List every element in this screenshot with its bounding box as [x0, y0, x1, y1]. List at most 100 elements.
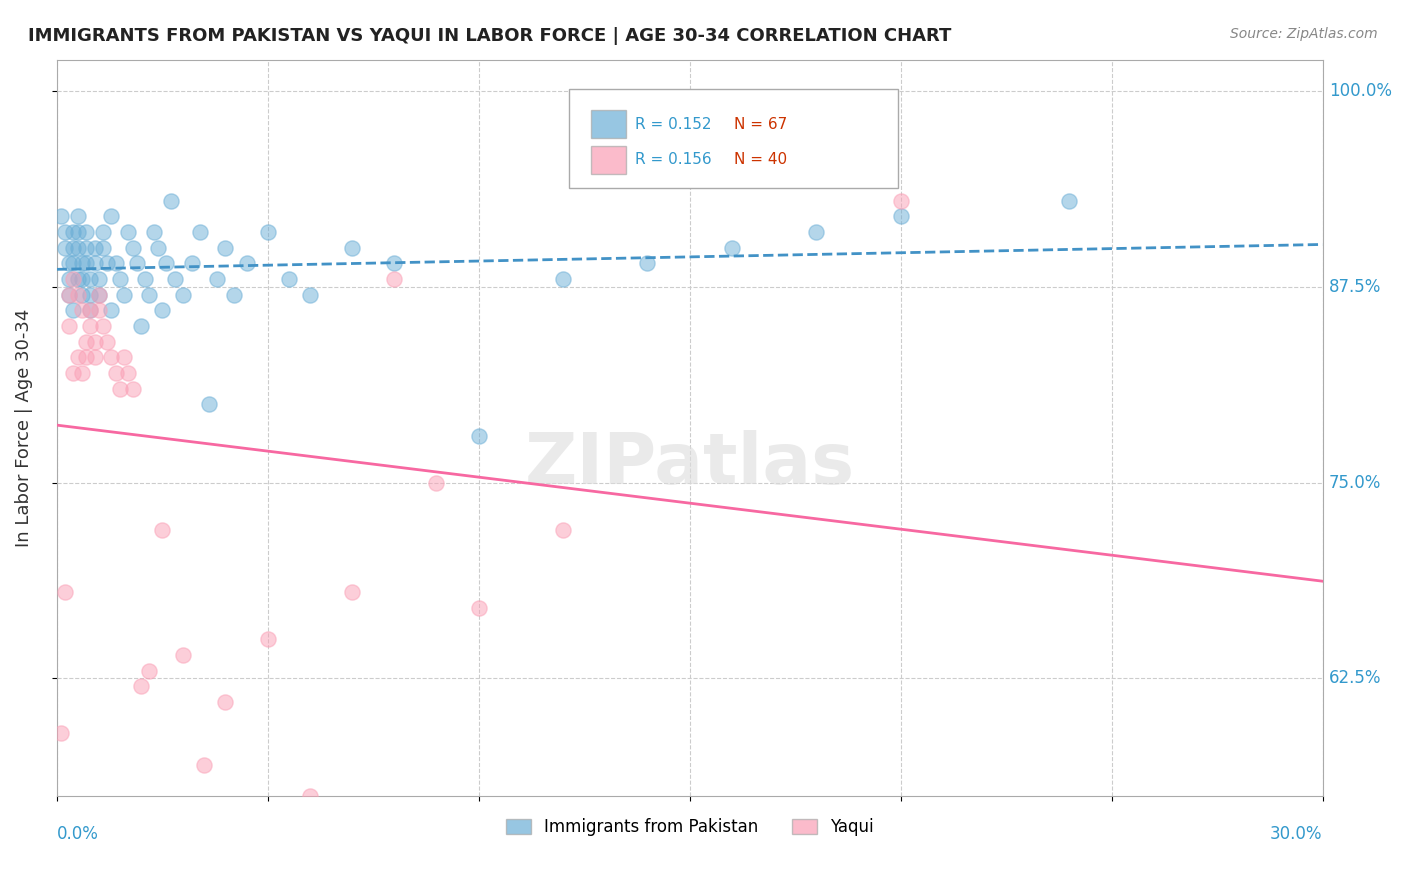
Point — [70, 256, 93, 270]
Text: 0.0%: 0.0% — [56, 825, 98, 843]
Point — [79, 303, 101, 318]
Text: Source: ZipAtlas.com: Source: ZipAtlas.com — [1230, 27, 1378, 41]
Point — [890, 209, 912, 223]
Point — [87, 272, 110, 286]
Point — [66, 225, 89, 239]
Point — [125, 256, 148, 270]
Point — [142, 225, 165, 239]
Point — [66, 209, 89, 223]
Point — [890, 194, 912, 208]
Point — [96, 334, 118, 349]
Point — [108, 382, 131, 396]
Point — [58, 256, 80, 270]
Point — [138, 664, 160, 678]
Point — [163, 272, 186, 286]
Point — [66, 350, 89, 364]
Point — [382, 272, 405, 286]
Point — [100, 350, 122, 364]
Point — [83, 334, 105, 349]
Point — [75, 241, 97, 255]
Point — [467, 428, 489, 442]
Point — [49, 209, 72, 223]
Text: N = 40: N = 40 — [734, 153, 787, 167]
Point — [277, 272, 299, 286]
Text: 30.0%: 30.0% — [1270, 825, 1323, 843]
Point — [58, 287, 80, 301]
Text: ZIPatlas: ZIPatlas — [524, 430, 855, 499]
Point — [70, 303, 93, 318]
Point — [83, 350, 105, 364]
Point — [79, 287, 101, 301]
Point — [340, 241, 363, 255]
Point — [467, 600, 489, 615]
Point — [87, 287, 110, 301]
Point — [91, 225, 114, 239]
Point — [104, 256, 127, 270]
Point — [551, 523, 574, 537]
Point — [425, 475, 447, 490]
Point — [83, 241, 105, 255]
Point — [66, 272, 89, 286]
Point — [70, 287, 93, 301]
Point — [180, 256, 202, 270]
Point — [62, 272, 84, 286]
Point — [87, 303, 110, 318]
Point — [62, 225, 84, 239]
Point — [214, 241, 236, 255]
Point — [79, 272, 101, 286]
Point — [79, 303, 101, 318]
Point — [58, 287, 80, 301]
Point — [159, 194, 181, 208]
Point — [214, 695, 236, 709]
Point — [197, 397, 219, 411]
Point — [551, 272, 574, 286]
Point — [155, 256, 177, 270]
Point — [75, 334, 97, 349]
Point — [129, 318, 152, 333]
Text: 62.5%: 62.5% — [1329, 669, 1381, 688]
Point — [62, 366, 84, 380]
Point — [112, 287, 135, 301]
Point — [129, 679, 152, 693]
Text: 100.0%: 100.0% — [1329, 82, 1392, 100]
Text: 87.5%: 87.5% — [1329, 277, 1381, 296]
Point — [146, 241, 169, 255]
Point — [75, 225, 97, 239]
Text: R = 0.152: R = 0.152 — [636, 117, 711, 132]
Text: N = 67: N = 67 — [734, 117, 787, 132]
FancyBboxPatch shape — [569, 89, 898, 188]
Point — [1059, 194, 1081, 208]
Point — [235, 256, 257, 270]
Point — [75, 350, 97, 364]
Point — [188, 225, 211, 239]
Point — [256, 632, 278, 647]
Point — [70, 272, 93, 286]
Point — [172, 287, 194, 301]
Point — [49, 726, 72, 740]
Bar — [591, 145, 626, 174]
Point — [53, 225, 76, 239]
Point — [62, 256, 84, 270]
Point — [150, 523, 173, 537]
Point — [83, 256, 105, 270]
Point — [62, 241, 84, 255]
Point — [117, 225, 139, 239]
Text: 75.0%: 75.0% — [1329, 474, 1381, 491]
Point — [53, 241, 76, 255]
Point — [720, 241, 742, 255]
Point — [79, 318, 101, 333]
Point — [66, 287, 89, 301]
Point — [53, 585, 76, 599]
Legend: Immigrants from Pakistan, Yaqui: Immigrants from Pakistan, Yaqui — [499, 812, 880, 843]
Point — [636, 256, 658, 270]
Bar — [591, 111, 626, 138]
Point — [340, 585, 363, 599]
Point — [108, 272, 131, 286]
Point — [91, 241, 114, 255]
Point — [150, 303, 173, 318]
Point — [58, 318, 80, 333]
Point — [75, 256, 97, 270]
Point — [100, 209, 122, 223]
Point — [91, 318, 114, 333]
Point — [104, 366, 127, 380]
